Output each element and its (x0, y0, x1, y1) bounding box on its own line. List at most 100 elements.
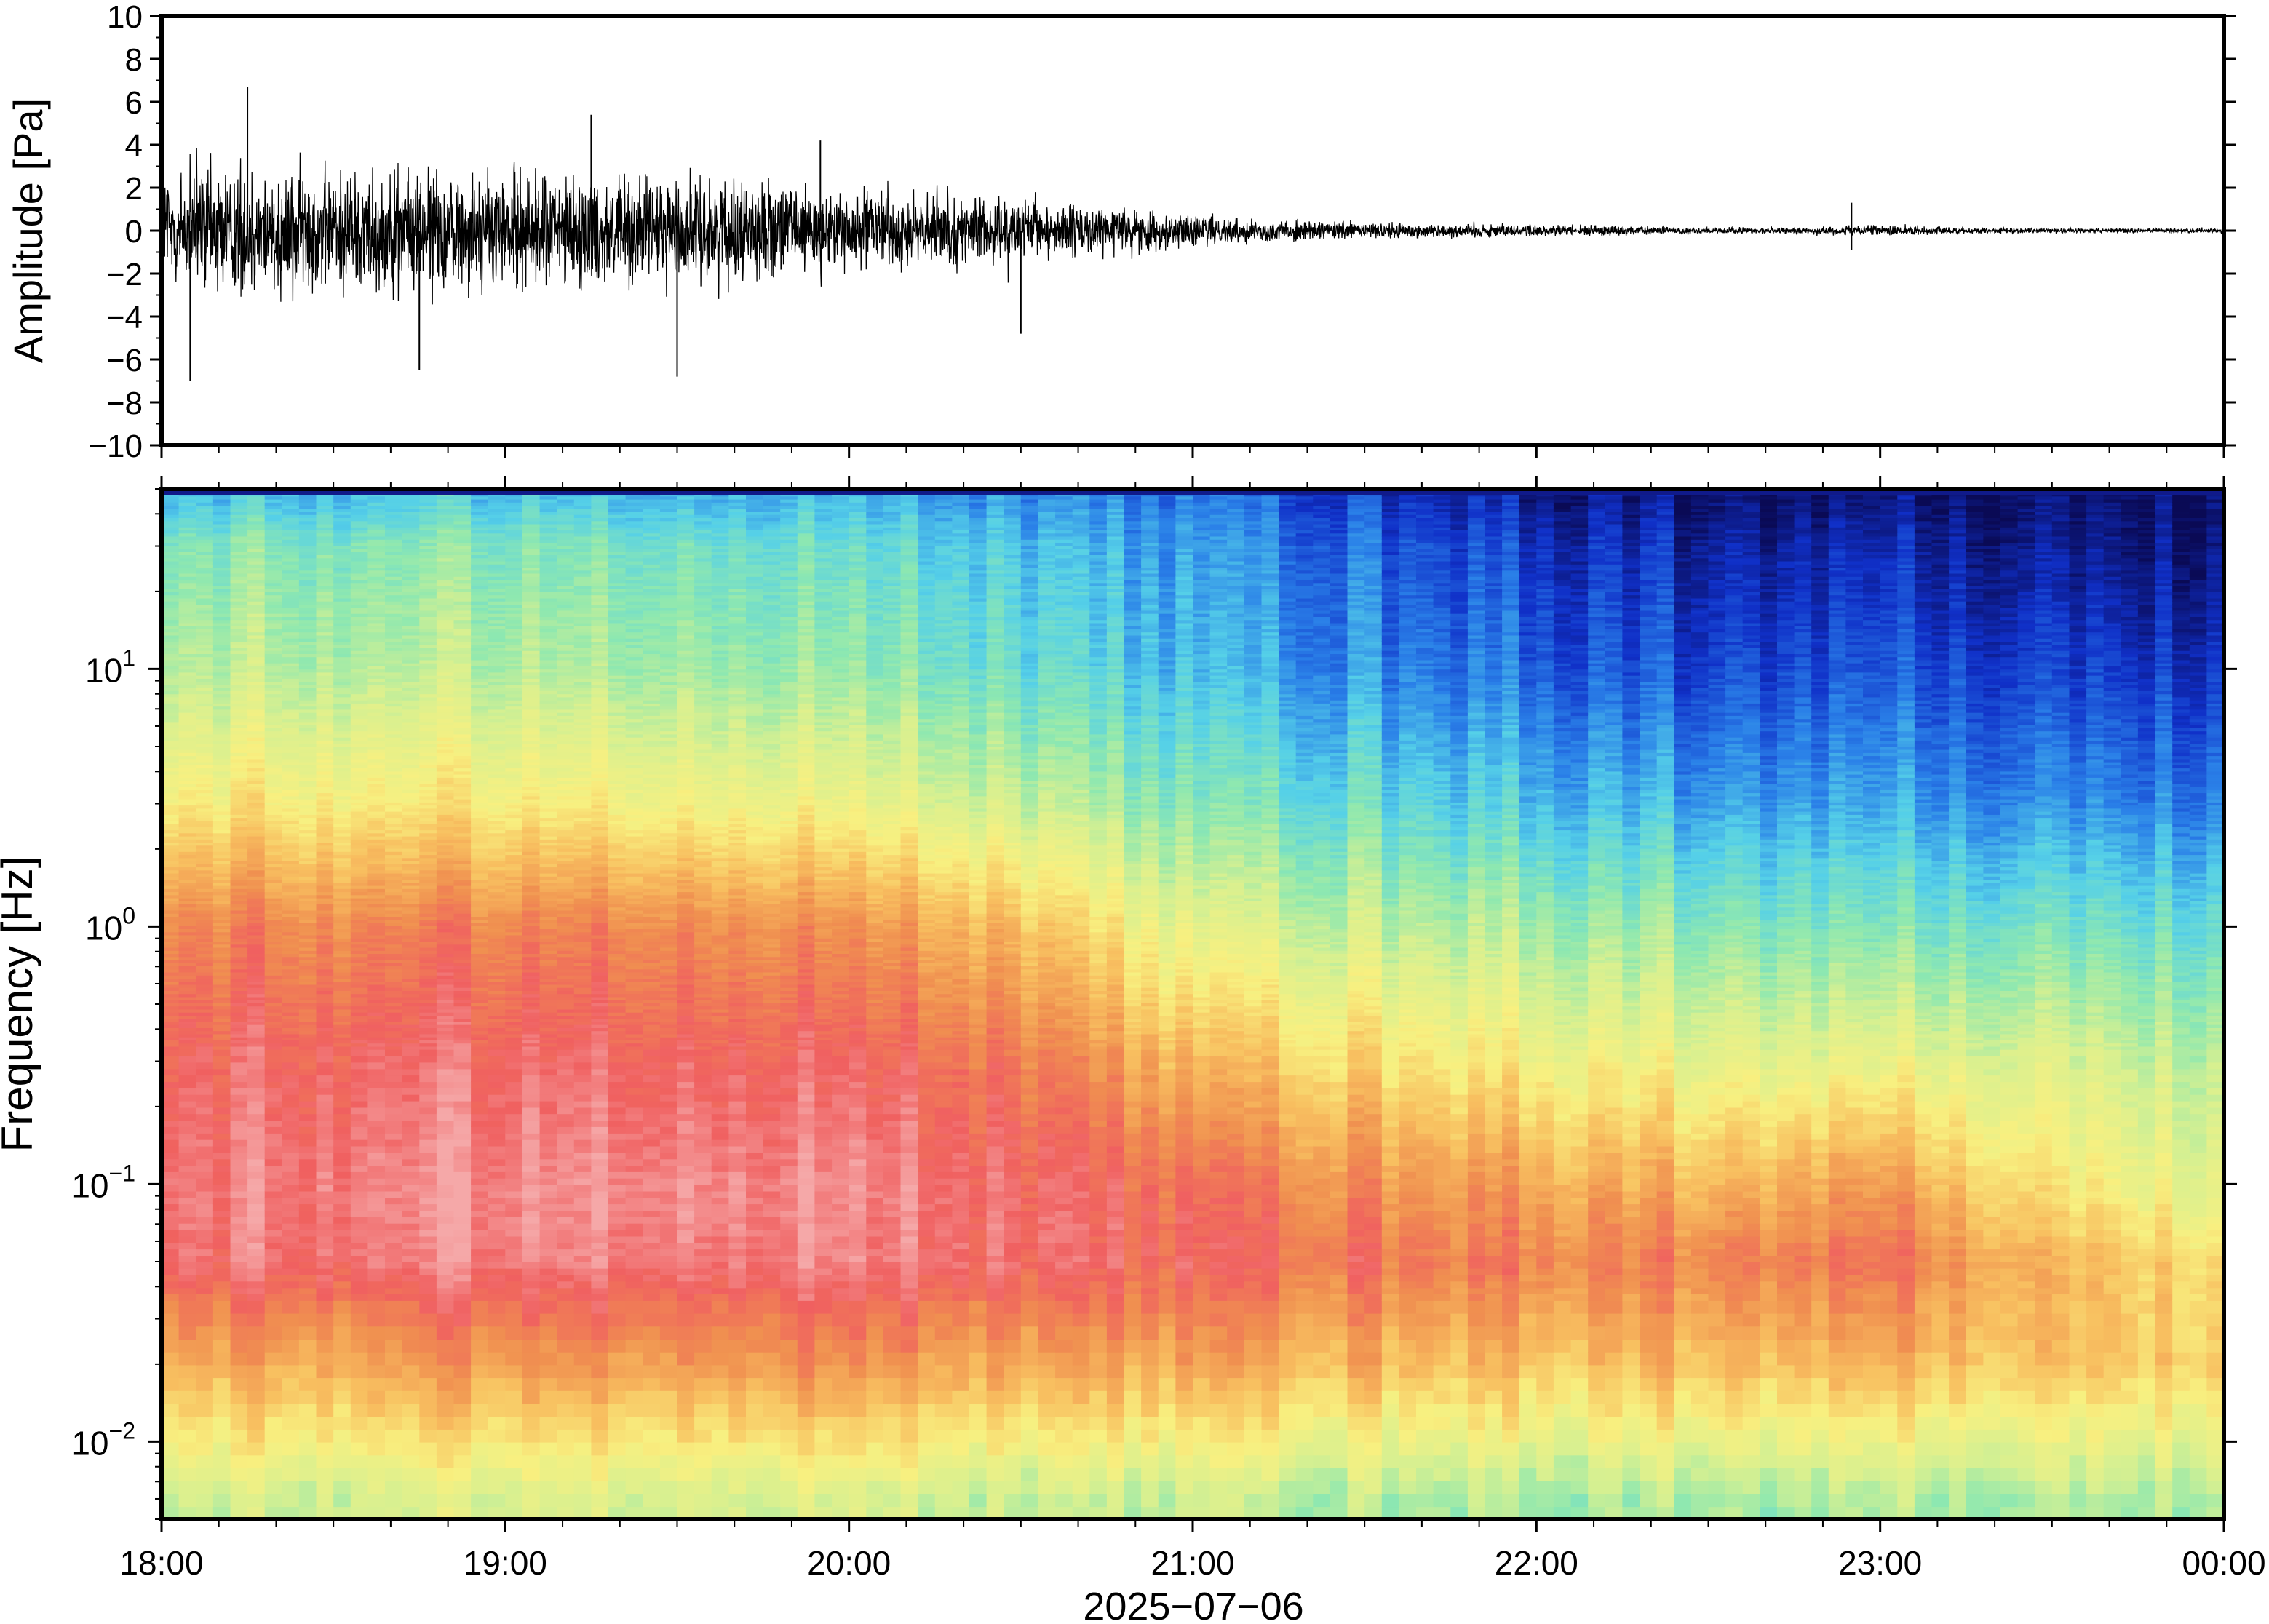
spectrogram-cell (333, 811, 351, 815)
spectrogram-cell (385, 645, 402, 648)
spectrogram-cell (454, 1481, 472, 1494)
spectrogram-cell (231, 502, 248, 506)
spectrogram-cell (505, 1171, 522, 1179)
spectrogram-cell (367, 1300, 385, 1314)
spectrogram-cell (505, 1006, 522, 1010)
spectrogram-cell (385, 678, 402, 682)
spectrogram-cell (282, 1049, 299, 1056)
spectrogram-cell (213, 626, 231, 629)
spectrogram-cell (437, 1178, 454, 1185)
spectrogram-cell (265, 672, 282, 676)
spectrogram-cell (299, 632, 317, 636)
spectrogram-cell (333, 1223, 351, 1230)
spectrogram-cell (437, 805, 454, 808)
spectrogram-cell (437, 1158, 454, 1166)
spectrogram-cell (179, 678, 196, 682)
spectrogram-cell (471, 1006, 488, 1010)
spectrogram-cell (196, 728, 213, 731)
spectrogram-cell (505, 987, 522, 991)
spectrogram-cell (162, 502, 179, 506)
spectrogram-cell (505, 888, 522, 892)
spectrogram-cell (162, 620, 179, 624)
spectrogram-cell (454, 561, 472, 565)
spectrogram-cell (317, 935, 334, 939)
spectrogram-cell (505, 1217, 522, 1224)
spectrogram-cell (162, 530, 179, 533)
spectrogram-cell (385, 1081, 402, 1088)
spectrogram-cell (162, 561, 179, 565)
spectrogram-cell (196, 904, 213, 907)
spectrogram-cell (196, 1075, 213, 1082)
spectrogram-cell (351, 1069, 368, 1076)
spectrogram-cell (454, 1075, 472, 1082)
spectrogram-cell (367, 1139, 385, 1147)
waveform-y-tick-label: 6 (125, 85, 143, 121)
spectrogram-cell (333, 613, 351, 617)
spectrogram-cell (213, 1000, 231, 1003)
spectrogram-cell (162, 715, 179, 719)
spectrogram-cell (437, 1006, 454, 1010)
spectrogram-cell (231, 787, 248, 790)
spectrogram-cell (367, 858, 385, 861)
spectrogram-cell (317, 1223, 334, 1230)
spectrogram-cell (282, 982, 299, 985)
spectrogram-cell (488, 740, 506, 744)
spectrogram-cell (317, 595, 334, 599)
spectrogram-cell (317, 1126, 334, 1134)
spectrogram-cell (488, 512, 506, 515)
spectrogram-cell (179, 728, 196, 731)
spectrogram-cell (282, 953, 299, 957)
spectrogram-cell (317, 1165, 334, 1172)
spectrogram-cell (213, 697, 231, 701)
spectrogram-cell (367, 1230, 385, 1237)
spectrogram-cell (231, 1198, 248, 1205)
spectrogram-cell (454, 517, 472, 521)
spectrogram-cell (351, 715, 368, 719)
spectrogram-cell (282, 805, 299, 808)
spectrogram-cell (299, 768, 317, 771)
spectrogram-cell (351, 780, 368, 784)
spectrogram-cell (179, 1146, 196, 1153)
spectrogram-cell (179, 1012, 196, 1016)
spectrogram-cell (471, 827, 488, 830)
spectrogram-cell (505, 1377, 522, 1391)
spectrogram-cell (231, 728, 248, 731)
spectrogram-cell (265, 645, 282, 648)
spectrogram-cell (402, 1024, 420, 1028)
spectrogram-cell (471, 536, 488, 540)
spectrogram-cell (317, 923, 334, 926)
spectrogram-cell (419, 1006, 437, 1010)
spectrogram-cell (282, 1158, 299, 1166)
spectrogram-cell (231, 512, 248, 515)
spectrogram-cell (419, 1171, 437, 1179)
spectrogram-cell (351, 613, 368, 617)
spectrogram-cell (162, 799, 179, 803)
spectrogram-cell (471, 1243, 488, 1250)
spectrogram-cell (265, 1404, 282, 1417)
spectrogram-cell (454, 1171, 472, 1179)
spectrogram-cell (351, 1191, 368, 1198)
spectrogram-cell (454, 1088, 472, 1095)
spectrogram-cell (265, 573, 282, 577)
spectrogram-cell (454, 1120, 472, 1127)
spectrogram-cell (419, 1442, 437, 1456)
spectrogram-cell (317, 685, 334, 688)
spectrogram-cell (282, 632, 299, 636)
spectrogram-cell (488, 876, 506, 880)
spectrogram-cell (265, 496, 282, 500)
spectrogram-cell (196, 1120, 213, 1127)
spectrogram-cell (351, 524, 368, 528)
spectrogram-cell (196, 703, 213, 706)
spectrogram-cell (402, 768, 420, 771)
spectrogram-cell (505, 1416, 522, 1430)
spectrogram-cell (317, 1198, 334, 1205)
spectrogram-cell (488, 972, 506, 976)
spectrogram-cell (231, 536, 248, 540)
spectrogram-cell (471, 1339, 488, 1353)
spectrogram-cell (162, 554, 179, 558)
spectrogram-cell (471, 1024, 488, 1028)
spectrogram-cell (317, 690, 334, 694)
spectrogram-cell (162, 1043, 179, 1047)
spectrogram-cell (231, 601, 248, 605)
